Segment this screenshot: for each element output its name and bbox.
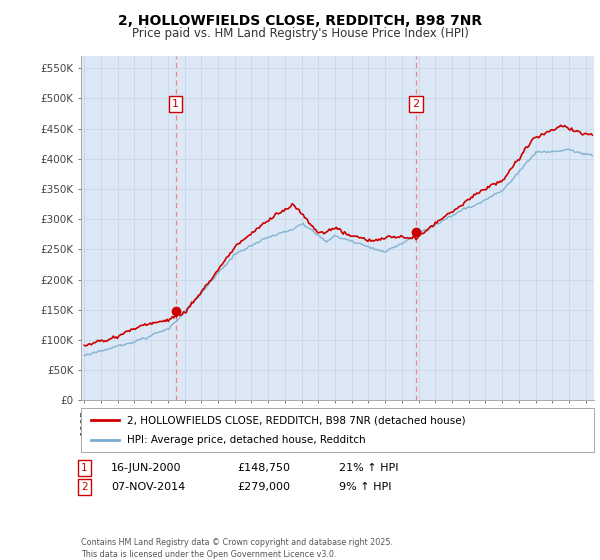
Text: £279,000: £279,000 bbox=[237, 482, 290, 492]
Text: Price paid vs. HM Land Registry's House Price Index (HPI): Price paid vs. HM Land Registry's House … bbox=[131, 27, 469, 40]
Text: Contains HM Land Registry data © Crown copyright and database right 2025.
This d: Contains HM Land Registry data © Crown c… bbox=[81, 538, 393, 559]
Text: 21% ↑ HPI: 21% ↑ HPI bbox=[339, 463, 398, 473]
Text: 2: 2 bbox=[412, 99, 419, 109]
Text: 1: 1 bbox=[81, 463, 88, 473]
Text: 07-NOV-2014: 07-NOV-2014 bbox=[111, 482, 185, 492]
Text: 9% ↑ HPI: 9% ↑ HPI bbox=[339, 482, 391, 492]
Text: 16-JUN-2000: 16-JUN-2000 bbox=[111, 463, 182, 473]
Text: £148,750: £148,750 bbox=[237, 463, 290, 473]
Text: 2: 2 bbox=[81, 482, 88, 492]
Text: 2, HOLLOWFIELDS CLOSE, REDDITCH, B98 7NR (detached house): 2, HOLLOWFIELDS CLOSE, REDDITCH, B98 7NR… bbox=[127, 416, 466, 426]
Text: 1: 1 bbox=[172, 99, 179, 109]
Text: 2, HOLLOWFIELDS CLOSE, REDDITCH, B98 7NR: 2, HOLLOWFIELDS CLOSE, REDDITCH, B98 7NR bbox=[118, 14, 482, 28]
Text: HPI: Average price, detached house, Redditch: HPI: Average price, detached house, Redd… bbox=[127, 435, 366, 445]
